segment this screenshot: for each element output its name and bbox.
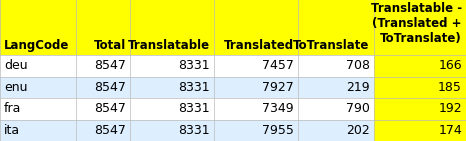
Text: 8547: 8547 [94, 102, 126, 115]
Text: fra: fra [4, 102, 21, 115]
Bar [374, 120, 466, 141]
Text: 192: 192 [439, 102, 462, 115]
Text: 8331: 8331 [178, 124, 210, 137]
Bar [0, 55, 466, 77]
Text: LangCode: LangCode [4, 39, 69, 52]
Text: Translated: Translated [224, 39, 294, 52]
Text: 790: 790 [346, 102, 370, 115]
Text: 166: 166 [439, 59, 462, 72]
Text: 708: 708 [346, 59, 370, 72]
Text: 8331: 8331 [178, 81, 210, 94]
Text: enu: enu [4, 81, 27, 94]
Bar [0, 98, 466, 120]
Text: 8547: 8547 [94, 124, 126, 137]
Text: 8331: 8331 [178, 102, 210, 115]
Text: 7349: 7349 [262, 102, 294, 115]
Text: 8547: 8547 [94, 59, 126, 72]
Text: ToTranslate: ToTranslate [293, 39, 370, 52]
Bar [0, 0, 466, 55]
Bar [374, 55, 466, 77]
Bar [374, 77, 466, 98]
Text: 185: 185 [438, 81, 462, 94]
Text: 174: 174 [438, 124, 462, 137]
Text: 8331: 8331 [178, 59, 210, 72]
Bar [0, 77, 466, 98]
Text: 219: 219 [346, 81, 370, 94]
Text: 8547: 8547 [94, 81, 126, 94]
Text: 7457: 7457 [262, 59, 294, 72]
Text: Translatable: Translatable [128, 39, 210, 52]
Text: Translatable -
(Translated +
ToTranslate): Translatable - (Translated + ToTranslate… [371, 2, 462, 45]
Text: Total: Total [94, 39, 126, 52]
Bar [0, 120, 466, 141]
Text: 7927: 7927 [262, 81, 294, 94]
Text: 202: 202 [346, 124, 370, 137]
Text: 7955: 7955 [262, 124, 294, 137]
Text: deu: deu [4, 59, 27, 72]
Text: ita: ita [4, 124, 20, 137]
Bar [374, 98, 466, 120]
